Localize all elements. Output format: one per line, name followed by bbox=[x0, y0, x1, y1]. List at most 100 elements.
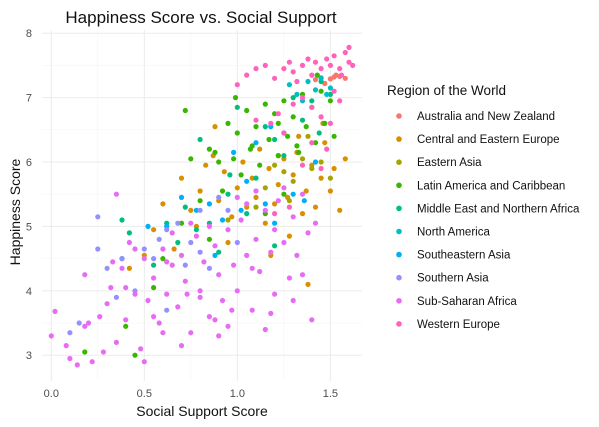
data-point bbox=[67, 330, 73, 336]
data-point bbox=[221, 169, 227, 175]
data-point bbox=[82, 349, 88, 355]
data-point bbox=[197, 294, 203, 300]
data-point bbox=[322, 120, 328, 126]
data-point bbox=[206, 265, 212, 271]
data-point bbox=[212, 252, 218, 258]
data-point bbox=[160, 246, 166, 252]
legend-key bbox=[396, 182, 402, 189]
data-point bbox=[268, 120, 274, 126]
data-point bbox=[197, 188, 203, 194]
data-point bbox=[316, 130, 322, 136]
data-point bbox=[281, 153, 287, 159]
data-point bbox=[272, 162, 278, 168]
data-point bbox=[178, 175, 185, 181]
y-tick-label: 6 bbox=[26, 157, 32, 169]
data-point bbox=[216, 333, 222, 339]
data-point bbox=[193, 207, 199, 213]
data-point bbox=[299, 272, 306, 278]
data-point bbox=[327, 98, 333, 104]
series-north-america bbox=[286, 75, 333, 104]
legend-item: Sub-Saharan Africa bbox=[396, 296, 517, 308]
x-tick-label: 1.5 bbox=[323, 388, 338, 400]
data-point bbox=[206, 146, 212, 152]
data-point bbox=[216, 194, 222, 200]
data-point bbox=[244, 107, 250, 114]
data-point bbox=[119, 265, 125, 271]
data-point bbox=[175, 304, 181, 310]
data-point bbox=[299, 191, 306, 197]
data-point bbox=[262, 101, 268, 107]
data-point bbox=[322, 140, 328, 146]
data-point bbox=[290, 214, 296, 220]
data-point bbox=[132, 246, 138, 252]
legend-key bbox=[396, 205, 402, 212]
data-point bbox=[290, 172, 296, 178]
legend-label: Southern Asia bbox=[417, 273, 489, 285]
data-point bbox=[234, 194, 240, 200]
data-point bbox=[253, 188, 259, 194]
data-point bbox=[309, 140, 315, 146]
data-point bbox=[286, 59, 292, 65]
data-point bbox=[104, 265, 110, 271]
data-point bbox=[249, 265, 255, 271]
legend-label: Sub-Saharan Africa bbox=[417, 296, 517, 308]
legend-item: Western Europe bbox=[396, 319, 500, 331]
data-point bbox=[231, 156, 237, 162]
data-point bbox=[303, 188, 309, 194]
data-point bbox=[272, 220, 278, 226]
legend-item: Southeastern Asia bbox=[396, 250, 511, 262]
data-point bbox=[197, 207, 203, 213]
data-point bbox=[294, 143, 300, 149]
data-point bbox=[104, 301, 110, 307]
legend-label: North America bbox=[417, 227, 490, 239]
data-point bbox=[201, 259, 207, 265]
data-point bbox=[266, 136, 272, 143]
legend-title: Region of the World bbox=[387, 83, 506, 98]
data-point bbox=[175, 220, 181, 226]
data-point bbox=[227, 172, 233, 178]
data-point bbox=[85, 320, 92, 326]
legend-key bbox=[396, 113, 402, 119]
data-point bbox=[299, 162, 306, 168]
x-tick-labels: 0.0 0.5 1.0 1.5 bbox=[44, 388, 338, 400]
data-point bbox=[164, 259, 170, 265]
data-point bbox=[327, 91, 333, 97]
data-point bbox=[331, 53, 337, 59]
data-point bbox=[262, 62, 268, 68]
data-point bbox=[188, 156, 194, 162]
data-point bbox=[225, 323, 231, 329]
data-point bbox=[253, 124, 259, 130]
data-point bbox=[290, 101, 296, 107]
data-point bbox=[299, 211, 306, 217]
data-point bbox=[331, 133, 337, 139]
data-point bbox=[290, 69, 296, 75]
data-point bbox=[342, 156, 348, 162]
data-point bbox=[193, 233, 199, 239]
data-point bbox=[244, 72, 250, 78]
data-point bbox=[182, 204, 188, 210]
data-point bbox=[141, 359, 147, 365]
data-point bbox=[182, 107, 188, 114]
data-point bbox=[337, 66, 343, 72]
data-point bbox=[169, 230, 175, 236]
data-point bbox=[225, 120, 231, 126]
data-point bbox=[272, 75, 278, 81]
legend-label: Latin America and Caribbean bbox=[417, 180, 565, 192]
data-point bbox=[253, 117, 259, 123]
data-point bbox=[244, 252, 250, 258]
data-point bbox=[160, 201, 166, 207]
legend-key bbox=[396, 321, 402, 327]
legend-item: Middle East and Northern Africa bbox=[396, 203, 580, 215]
data-point bbox=[178, 194, 185, 200]
data-point bbox=[318, 159, 324, 165]
data-point bbox=[164, 291, 170, 297]
data-point bbox=[97, 314, 103, 320]
legend-key bbox=[396, 251, 402, 258]
data-point bbox=[216, 159, 222, 165]
data-point bbox=[169, 262, 175, 268]
legend-item: Australia and New Zealand bbox=[396, 111, 555, 123]
data-point bbox=[305, 133, 311, 139]
data-point bbox=[203, 162, 209, 168]
y-tick-label: 5 bbox=[26, 221, 32, 233]
